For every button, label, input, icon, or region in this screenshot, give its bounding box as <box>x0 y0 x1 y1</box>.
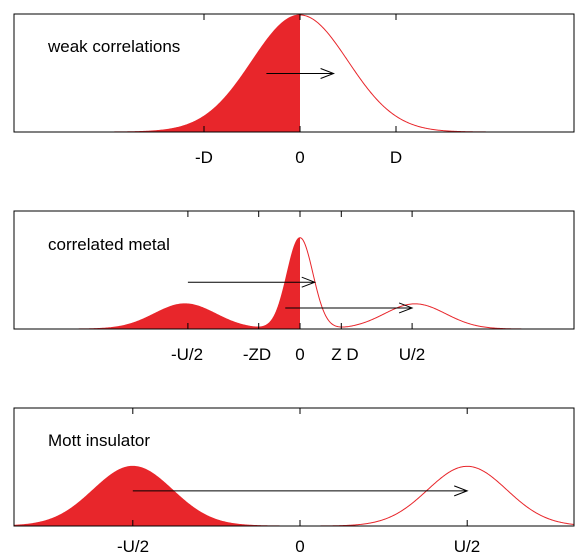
tick-label-d: D <box>390 148 402 167</box>
tick-label-u-half: U/2 <box>454 537 480 556</box>
panel-label: weak correlations <box>47 37 180 56</box>
panel-frame <box>13 210 575 330</box>
occupied-states-fill <box>14 466 300 526</box>
tick-label-minus-u-half: -U/2 <box>171 345 203 364</box>
transfer-arrow <box>132 485 469 497</box>
transfer-arrow <box>266 68 335 79</box>
tick-label-zero: 0 <box>295 148 304 167</box>
dos-curve <box>14 237 574 329</box>
tick-label-zero: 0 <box>295 345 304 364</box>
tick-marks <box>203 14 397 132</box>
panel-frame <box>13 13 575 133</box>
tick-label-minus-u-half: -U/2 <box>117 537 149 556</box>
panel-label: correlated metal <box>48 235 170 254</box>
occupied-states-fill <box>14 15 300 132</box>
tick-label-zero: 0 <box>295 537 304 556</box>
panel-frame <box>13 407 575 527</box>
transfer-arrow <box>285 302 414 314</box>
panel-correlated-metal: correlated metal -U/2 -ZD 0 Z D U/2 <box>13 210 575 364</box>
panel-mott-insulator: Mott insulator -U/2 0 U/2 <box>13 407 575 556</box>
transfer-arrows <box>266 68 335 79</box>
tick-marks <box>132 408 468 526</box>
tick-label-zd: Z D <box>331 345 358 364</box>
tick-marks <box>187 211 413 329</box>
tick-label-minus-d: -D <box>195 148 213 167</box>
panel-label: Mott insulator <box>48 431 150 450</box>
panel-weak-correlations: weak correlations -D 0 D <box>13 13 575 167</box>
tick-label-u-half: U/2 <box>399 345 425 364</box>
transfer-arrows <box>187 276 414 314</box>
transfer-arrow <box>187 276 317 288</box>
tick-label-minus-zd: -ZD <box>243 345 271 364</box>
transfer-arrows <box>132 485 469 497</box>
